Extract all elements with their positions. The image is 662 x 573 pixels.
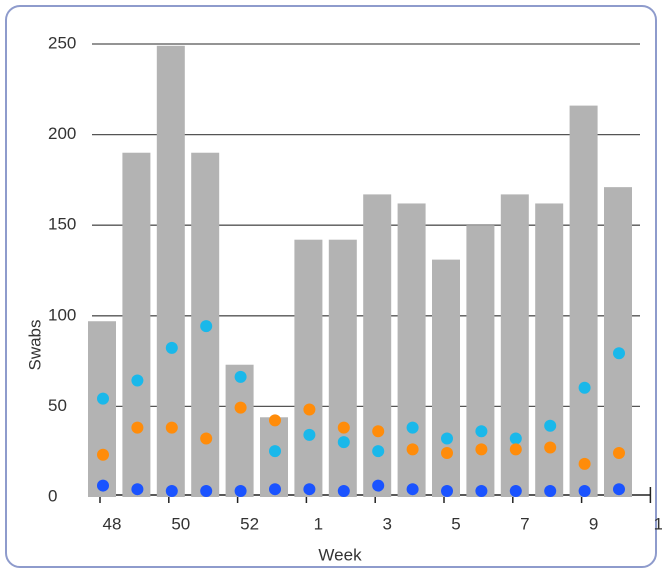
y-axis-title: Swabs xyxy=(25,319,44,370)
y-tick-label: 100 xyxy=(48,305,76,324)
dot xyxy=(613,483,625,496)
dot xyxy=(97,392,109,405)
x-tick-label: 1 xyxy=(314,514,323,533)
dot xyxy=(509,432,522,445)
x-tick-label: 11 xyxy=(654,514,662,533)
x-tick-label: 9 xyxy=(589,514,598,533)
dot xyxy=(475,485,488,497)
dot xyxy=(337,421,350,434)
dot xyxy=(165,341,178,354)
dot xyxy=(303,428,316,441)
x-axis-title: Week xyxy=(318,545,362,564)
dot xyxy=(131,421,144,434)
x-tick-label: 5 xyxy=(451,514,460,533)
dot xyxy=(406,443,419,456)
x-tick-label: 7 xyxy=(520,514,529,533)
dot xyxy=(406,483,419,496)
dot xyxy=(165,421,178,434)
dot xyxy=(441,485,453,497)
bar xyxy=(604,187,632,497)
bar xyxy=(122,152,151,497)
dot xyxy=(544,441,557,454)
dot xyxy=(372,445,385,458)
x-tick-label: 48 xyxy=(103,514,122,533)
dot xyxy=(544,419,557,432)
dot xyxy=(509,485,522,497)
y-tick-label: 0 xyxy=(48,486,57,505)
bar xyxy=(432,259,460,497)
bar xyxy=(294,239,323,498)
dot xyxy=(441,446,453,459)
dot xyxy=(303,483,316,496)
dot xyxy=(613,446,625,459)
bar xyxy=(569,105,598,497)
dot xyxy=(337,436,350,449)
dot xyxy=(303,403,316,416)
dot xyxy=(234,370,247,383)
dot xyxy=(269,483,281,496)
dot xyxy=(509,443,522,456)
dot xyxy=(578,485,591,497)
x-tick-label: 52 xyxy=(240,514,259,533)
dot xyxy=(200,432,213,445)
dot xyxy=(337,485,350,497)
dot xyxy=(131,374,144,387)
dot xyxy=(406,421,419,434)
x-tick-label: 50 xyxy=(171,514,190,533)
bar xyxy=(88,321,116,497)
dot xyxy=(165,485,178,497)
dot xyxy=(234,485,247,497)
dot xyxy=(234,401,247,414)
dot xyxy=(475,443,488,456)
dot xyxy=(578,457,591,470)
x-tick-label: 3 xyxy=(382,514,391,533)
bar xyxy=(225,364,254,497)
dot xyxy=(269,445,281,458)
y-tick-label: 250 xyxy=(48,33,76,52)
dot xyxy=(544,485,557,497)
y-tick-label: 50 xyxy=(48,396,67,415)
dot xyxy=(578,381,591,394)
dot xyxy=(372,479,385,492)
dot xyxy=(372,425,385,438)
bar xyxy=(328,239,357,498)
dot xyxy=(97,448,109,461)
dot xyxy=(97,479,109,492)
bar xyxy=(466,225,495,497)
dot xyxy=(269,414,281,427)
dot xyxy=(200,320,213,333)
dot xyxy=(131,483,144,496)
dot xyxy=(613,347,625,360)
y-tick-label: 150 xyxy=(48,215,76,234)
y-tick-label: 200 xyxy=(48,124,76,143)
dot xyxy=(200,485,213,497)
dot xyxy=(441,432,453,445)
dot xyxy=(475,425,488,438)
